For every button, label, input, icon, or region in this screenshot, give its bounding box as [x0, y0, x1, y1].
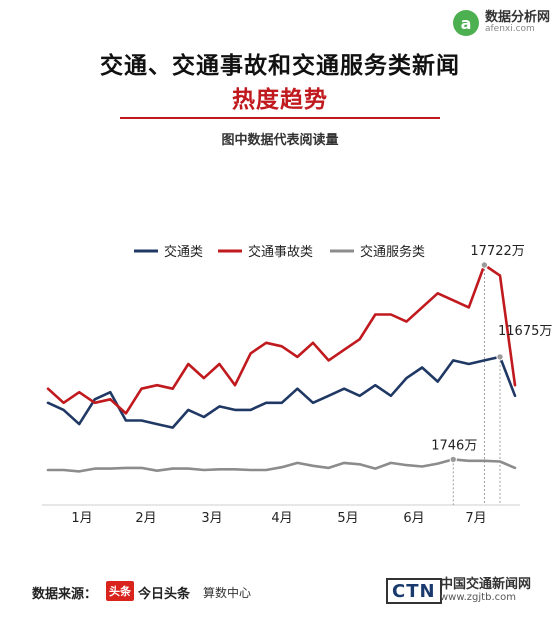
- legend-label-0: 交通类: [164, 244, 203, 260]
- x-tick-label-5: 6月: [403, 511, 424, 526]
- x-tick-label-2: 3月: [201, 511, 222, 526]
- x-tick-label-0: 1月: [71, 511, 92, 526]
- ctn-text: 中国交通新闻网 www.zgjtb.com: [440, 577, 532, 604]
- x-tick-label-3: 4月: [271, 511, 292, 526]
- x-tick-label-6: 7月: [465, 511, 486, 526]
- toutiao-badge: 头条: [106, 581, 134, 601]
- ctn-name-en: www.zgjtb.com: [440, 592, 516, 604]
- annotation-marker-0: [480, 261, 489, 269]
- chart-note: 图中数据代表阅读量: [221, 133, 339, 148]
- legend-label-1: 交通事故类: [248, 244, 313, 260]
- annotation-marker-2: [449, 455, 457, 464]
- afenxi-logo-name-cn: 数据分析网: [484, 10, 550, 26]
- annotation-marker-1: [496, 353, 504, 361]
- series-line-2: [46, 458, 517, 473]
- afenxi-logo-mark: a: [452, 10, 479, 36]
- chart-title: 交通、交通事故和交通服务类新闻: [100, 53, 460, 79]
- ctn-logo: CTN: [386, 578, 442, 604]
- series-line-1: [46, 263, 517, 415]
- annotation-label-2: 1746万: [431, 438, 477, 453]
- source-label: 数据来源：: [32, 587, 98, 602]
- annotation-label-1: 11675万: [498, 324, 552, 339]
- ctn-name-cn: 中国交通新闻网: [440, 577, 532, 592]
- toutiao-name: 今日头条: [138, 587, 191, 602]
- x-tick-label-4: 5月: [337, 511, 358, 526]
- toutiao-sub: 算数中心: [203, 586, 252, 600]
- legend-label-2: 交通服务类: [360, 244, 425, 260]
- afenxi-logo-name-en: afenxi.com: [484, 24, 535, 35]
- afenxi-logo: a 数据分析网 afenxi.com: [452, 10, 550, 36]
- series-line-0: [46, 355, 517, 429]
- annotation-label-0: 17722万: [470, 244, 524, 259]
- chart-subtitle: 热度趋势: [232, 87, 328, 113]
- x-tick-label-1: 2月: [135, 511, 156, 526]
- title-divider: [120, 117, 440, 119]
